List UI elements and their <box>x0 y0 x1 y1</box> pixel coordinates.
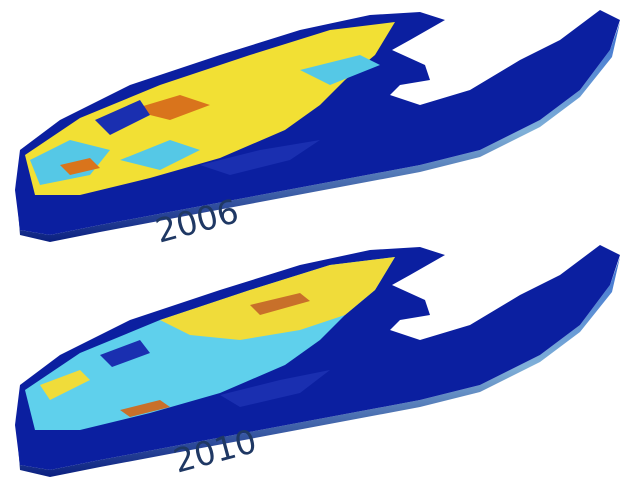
page: {"panels": [{"label": "2006"}, {"label":… <box>0 0 623 485</box>
figure: 2006 2010 <box>0 0 623 485</box>
model-2010 <box>15 245 620 477</box>
model-2006 <box>15 10 620 242</box>
